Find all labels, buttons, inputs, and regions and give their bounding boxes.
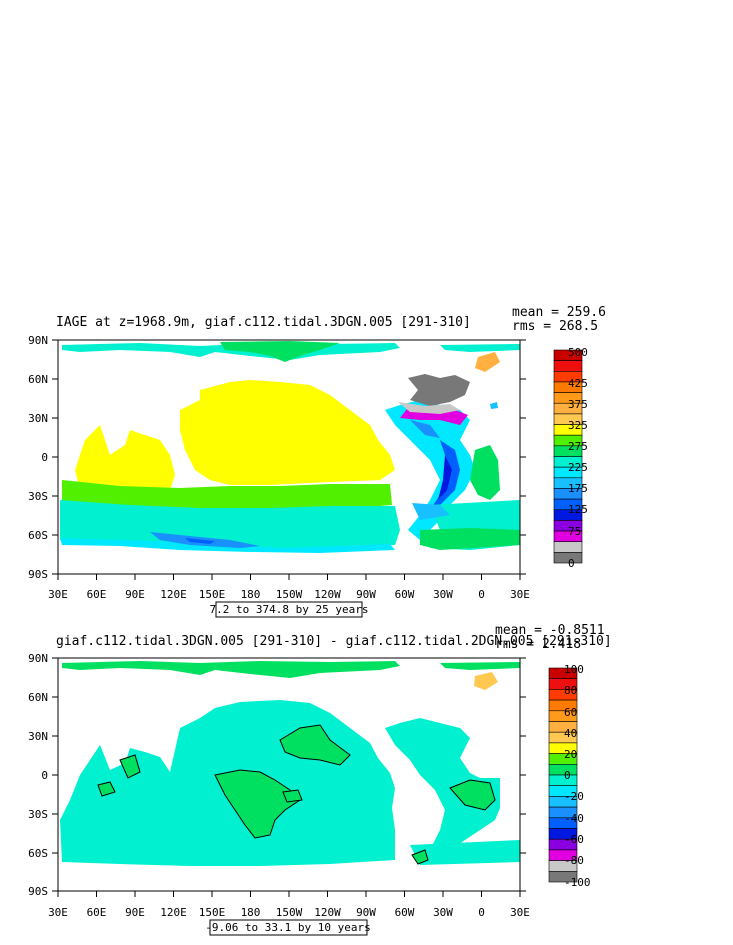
lon-tick: 180 — [241, 588, 261, 601]
colorbar-label: 125 — [568, 503, 588, 516]
colorbar-label: 175 — [568, 482, 588, 495]
lon-tick: 60E — [87, 906, 107, 919]
panel-2-map — [60, 661, 520, 866]
lon-tick: 30E — [510, 906, 530, 919]
colorbar-label: 100 — [564, 663, 584, 676]
panel-1-contour-info: 7.2 to 374.8 by 25 years — [210, 603, 369, 616]
colorbar-label: 0 — [564, 769, 571, 782]
panel-2-rms: rms = 2.418 — [495, 637, 581, 652]
lon-tick: 120E — [160, 588, 187, 601]
panel-1-title: IAGE at z=1968.9m, giaf.c112.tidal.3DGN.… — [56, 315, 471, 330]
lon-tick: 30E — [48, 588, 68, 601]
panel-2-colorbar-labels: 100 80 60 40 20 0 -20 -40 -60 -80 -100 — [564, 663, 591, 889]
lat-tick: 90N — [28, 334, 48, 347]
colorbar-swatch — [553, 360, 583, 372]
panel-1-colorbar-labels: 500 425 375 325 275 225 175 125 75 0 — [568, 346, 588, 570]
lon-tick: 120W — [314, 906, 341, 919]
lat-tick: 60S — [28, 529, 48, 542]
panel-2-mean: mean = -0.8511 — [495, 623, 605, 638]
colorbar-swatch — [553, 552, 583, 564]
lat-tick: 60N — [28, 691, 48, 704]
lat-tick: 60S — [28, 847, 48, 860]
panel-1-axis-ticks — [52, 339, 526, 580]
lat-tick: 60N — [28, 373, 48, 386]
panel-1-lon-labels: 30E 60E 90E 120E 150E 180 150W 120W 90W … — [48, 588, 530, 601]
lon-tick: 30E — [48, 906, 68, 919]
lon-tick: 30W — [433, 588, 453, 601]
panel-1-contour-info-box — [215, 601, 363, 618]
colorbar-label: 20 — [564, 748, 577, 761]
colorbar-label: 60 — [564, 706, 577, 719]
panel-1-colorbar — [553, 349, 583, 564]
colorbar-swatch — [548, 763, 578, 776]
colorbar-label: 325 — [568, 419, 588, 432]
panel-2-axis-ticks — [52, 657, 526, 897]
lon-tick: 30E — [510, 588, 530, 601]
lon-tick: 180 — [241, 906, 261, 919]
panel-2-lon-labels: 30E 60E 90E 120E 150E 180 150W 120W 90W … — [48, 906, 530, 919]
colorbar-label: 375 — [568, 398, 588, 411]
lon-tick: 150W — [276, 906, 303, 919]
lon-tick: 120E — [160, 906, 187, 919]
colorbar-label: 275 — [568, 440, 588, 453]
lon-tick: 90W — [356, 588, 376, 601]
panel-1-lat-labels: 90N 60N 30N 0 30S 60S 90S — [28, 334, 48, 581]
colorbar-swatch — [553, 541, 583, 553]
panel-2-contour-info-box — [209, 919, 368, 936]
lat-tick: 30S — [28, 490, 48, 503]
lon-tick: 30W — [433, 906, 453, 919]
colorbar-label: 40 — [564, 727, 577, 740]
colorbar-label: -80 — [564, 854, 584, 867]
lon-tick: 150E — [199, 906, 226, 919]
colorbar-label: 75 — [568, 525, 581, 538]
lat-tick: 90S — [28, 568, 48, 581]
colorbar-label: -60 — [564, 833, 584, 846]
lon-tick: 60W — [395, 906, 415, 919]
panel-2-title: giaf.c112.tidal.3DGN.005 [291-310] - gia… — [56, 634, 612, 649]
lat-tick: 30N — [28, 412, 48, 425]
colorbar-label: 80 — [564, 684, 577, 697]
lat-tick: 0 — [41, 769, 48, 782]
panel-1: IAGE at z=1968.9m, giaf.c112.tidal.3DGN.… — [28, 305, 606, 618]
panel-2-contour-info: -9.06 to 33.1 by 10 years — [205, 921, 371, 934]
lat-tick: 90N — [28, 652, 48, 665]
colorbar-label: -100 — [564, 876, 591, 889]
panel-2-colorbar — [548, 667, 578, 883]
lon-tick: 90E — [125, 906, 145, 919]
colorbar-label: -40 — [564, 812, 584, 825]
lon-tick: 0 — [478, 588, 485, 601]
colorbar-label: 425 — [568, 377, 588, 390]
lon-tick: 150W — [276, 588, 303, 601]
panel-2: giaf.c112.tidal.3DGN.005 [291-310] - gia… — [28, 623, 612, 936]
colorbar-swatch — [548, 774, 578, 786]
panel-1-map — [60, 341, 520, 553]
lon-tick: 90E — [125, 588, 145, 601]
lat-tick: 90S — [28, 885, 48, 898]
lat-tick: 0 — [41, 451, 48, 464]
lon-tick: 0 — [478, 906, 485, 919]
lon-tick: 60W — [395, 588, 415, 601]
lat-tick: 30S — [28, 808, 48, 821]
panel-1-rms: rms = 268.5 — [512, 319, 598, 334]
lon-tick: 90W — [356, 906, 376, 919]
colorbar-label: 500 — [568, 346, 588, 359]
lon-tick: 60E — [87, 588, 107, 601]
panel-1-mean: mean = 259.6 — [512, 305, 606, 320]
lon-tick: 150E — [199, 588, 226, 601]
lon-tick: 120W — [314, 588, 341, 601]
colorbar-label: 225 — [568, 461, 588, 474]
panel-2-lat-labels: 90N 60N 30N 0 30S 60S 90S — [28, 652, 48, 898]
colorbar-label: -20 — [564, 790, 584, 803]
colorbar-swatch — [548, 870, 578, 883]
lat-tick: 30N — [28, 730, 48, 743]
colorbar-label: 0 — [568, 557, 575, 570]
